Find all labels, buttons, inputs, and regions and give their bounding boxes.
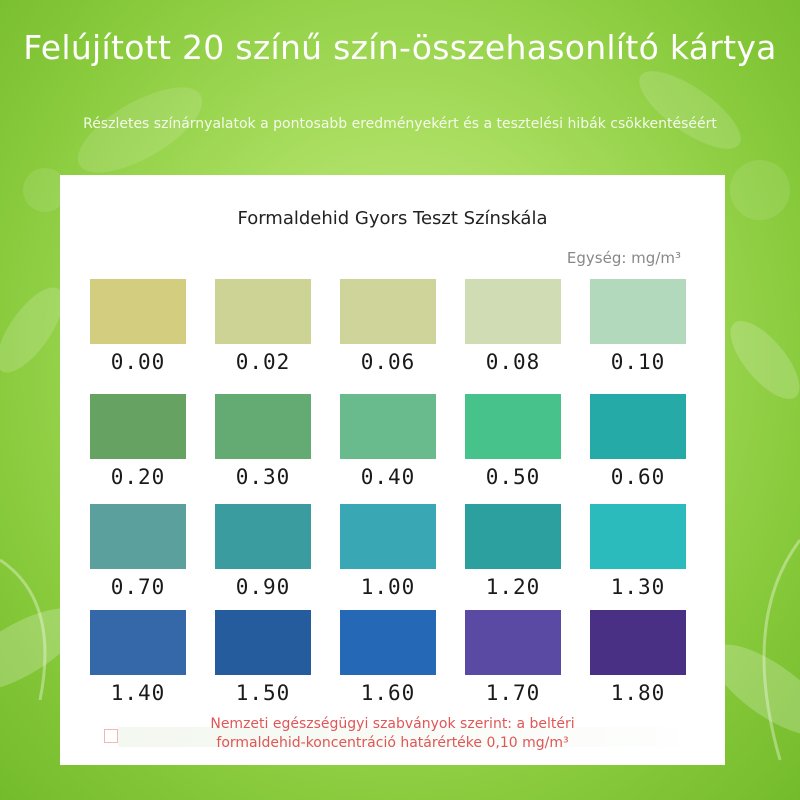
swatch-cell: 1.80 (590, 610, 686, 705)
swatch-cell: 1.00 (340, 504, 436, 599)
color-swatch (215, 610, 311, 675)
unit-label: Egység: mg/m³ (566, 249, 681, 267)
swatch-cell: 0.08 (465, 279, 561, 374)
color-swatch (340, 610, 436, 675)
swatch-value: 0.10 (610, 350, 666, 374)
swatch-cell: 1.40 (90, 610, 186, 705)
swatch-value: 1.70 (485, 681, 541, 705)
color-swatch (215, 504, 311, 569)
swatch-cell: 0.50 (465, 394, 561, 489)
swatch-value: 0.70 (110, 575, 166, 599)
color-swatch (215, 394, 311, 459)
swatch-cell: 1.70 (465, 610, 561, 705)
swatch-value: 1.50 (235, 681, 291, 705)
color-swatch (90, 394, 186, 459)
swatch-cell: 0.20 (90, 394, 186, 489)
swatch-value: 0.50 (485, 465, 541, 489)
swatch-value: 0.00 (110, 350, 166, 374)
swatch-cell: 0.60 (590, 394, 686, 489)
swatch-value: 1.30 (610, 575, 666, 599)
swatch-cell: 1.30 (590, 504, 686, 599)
swatch-cell: 0.30 (215, 394, 311, 489)
color-swatch (465, 610, 561, 675)
swatch-value: 0.60 (610, 465, 666, 489)
page-title: Felújított 20 színű szín-összehasonlító … (23, 28, 777, 67)
swatch-value: 1.20 (485, 575, 541, 599)
swatch-value: 0.08 (485, 350, 541, 374)
swatch-cell: 0.06 (340, 279, 436, 374)
color-swatch (590, 394, 686, 459)
checkbox-icon (104, 729, 118, 743)
color-swatch (465, 504, 561, 569)
color-swatch (215, 279, 311, 344)
swatch-value: 0.40 (360, 465, 416, 489)
swatch-cell: 0.90 (215, 504, 311, 599)
color-swatch (340, 279, 436, 344)
note-line-1: Nemzeti egészségügyi szabványok szerint:… (210, 716, 575, 732)
color-swatch (90, 504, 186, 569)
color-swatch (90, 610, 186, 675)
color-swatch (340, 394, 436, 459)
note-line-2: formaldehid-koncentráció határértéke 0,1… (216, 735, 569, 751)
swatch-value: 1.00 (360, 575, 416, 599)
swatch-cell: 0.40 (340, 394, 436, 489)
color-swatch (590, 504, 686, 569)
swatch-cell: 1.50 (215, 610, 311, 705)
color-swatch (465, 394, 561, 459)
swatch-value: 0.90 (235, 575, 291, 599)
swatch-cell: 1.60 (340, 610, 436, 705)
color-swatch (465, 279, 561, 344)
color-swatch (590, 610, 686, 675)
color-swatch (590, 279, 686, 344)
swatch-value: 0.06 (360, 350, 416, 374)
swatch-value: 1.40 (110, 681, 166, 705)
swatch-grid: 0.00 0.02 0.06 0.08 0.10 0.20 0.30 0.40 0.50 0.60… (60, 175, 725, 765)
swatch-cell: 0.02 (215, 279, 311, 374)
swatch-value: 1.60 (360, 681, 416, 705)
note-background-bar (118, 727, 678, 747)
color-scale-card: Formaldehid Gyors Teszt Színskála Egység… (60, 175, 725, 765)
swatch-value: 1.80 (610, 681, 666, 705)
color-swatch (90, 279, 186, 344)
card-title: Formaldehid Gyors Teszt Színskála (237, 208, 548, 229)
standard-note: Nemzeti egészségügyi szabványok szerint:… (60, 715, 725, 753)
swatch-cell: 0.10 (590, 279, 686, 374)
swatch-cell: 0.00 (90, 279, 186, 374)
color-swatch (340, 504, 436, 569)
swatch-value: 0.30 (235, 465, 291, 489)
swatch-value: 0.02 (235, 350, 291, 374)
page-subtitle: Részletes színárnyalatok a pontosabb ere… (83, 116, 717, 132)
swatch-value: 0.20 (110, 465, 166, 489)
swatch-cell: 0.70 (90, 504, 186, 599)
swatch-cell: 1.20 (465, 504, 561, 599)
